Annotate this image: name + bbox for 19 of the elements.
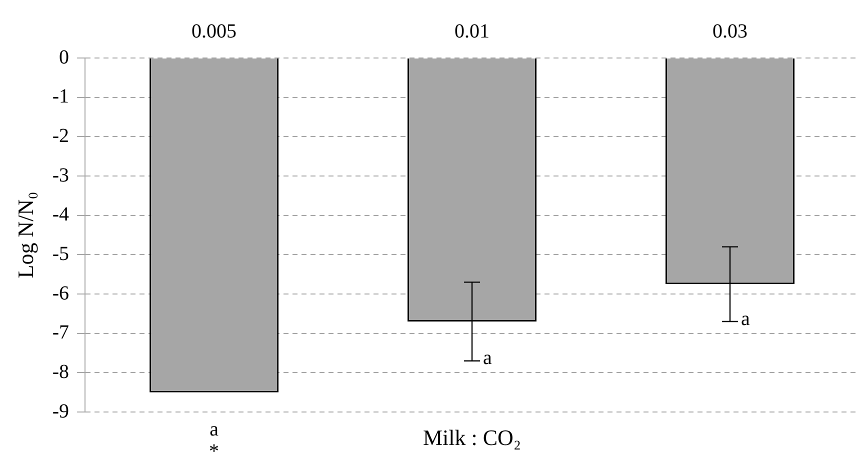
y-tick-label: -3	[52, 164, 70, 186]
y-tick-label: 0	[59, 46, 70, 68]
x-tick-label: 0.01	[454, 20, 490, 42]
y-tick-label: -8	[52, 360, 70, 383]
y-tick-label: -5	[52, 242, 70, 265]
y-axis-title: Log N/N₀	[12, 192, 38, 278]
y-tick-label: -9	[52, 400, 70, 422]
text: *	[209, 440, 220, 462]
x-tick-label: 0.03	[712, 20, 748, 42]
y-tick-label: -6	[52, 282, 70, 304]
y-tick-label: -2	[52, 124, 70, 147]
annotation: a	[483, 347, 492, 370]
y-tick-label: -1	[52, 86, 70, 108]
text: a	[210, 418, 219, 440]
x-axis-title: Milk : CO₂	[422, 424, 522, 450]
y-tick-label: -7	[52, 322, 70, 344]
x-tick-label: 0.005	[192, 20, 237, 42]
y-tick-label: -4	[52, 204, 70, 226]
annotation: a	[741, 308, 750, 330]
